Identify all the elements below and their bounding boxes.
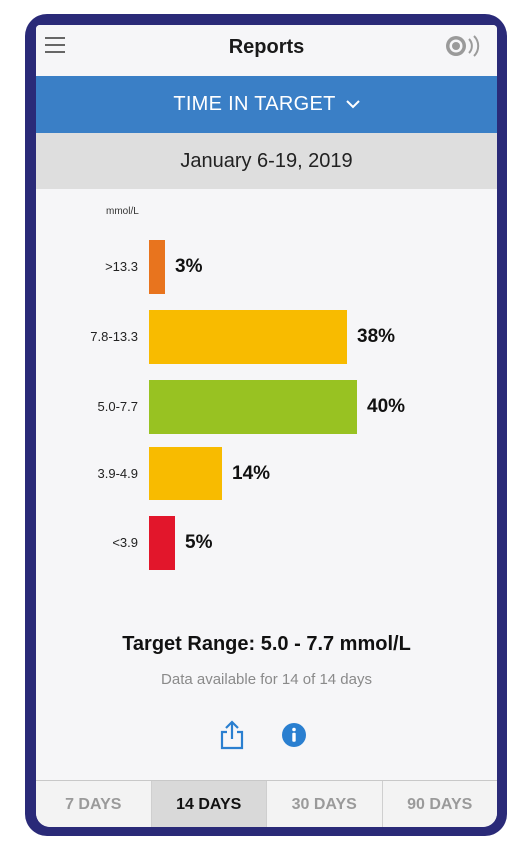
range-label: 3.9-4.9 <box>97 465 138 481</box>
tab-14-days[interactable]: 14 DAYS <box>151 781 267 827</box>
tab-7-days[interactable]: 7 DAYS <box>36 781 152 827</box>
period-tabs: 7 DAYS 14 DAYS 30 DAYS 90 DAYS <box>36 780 497 827</box>
share-icon[interactable] <box>219 720 245 750</box>
page-title: Reports <box>228 36 305 58</box>
range-percent: 5% <box>185 532 213 553</box>
top-bar: Reports <box>36 25 497 76</box>
info-icon[interactable] <box>281 722 307 748</box>
report-type-dropdown[interactable]: TIME IN TARGET <box>36 76 497 133</box>
unit-label: mmol/L <box>106 206 139 217</box>
range-bar <box>149 310 347 364</box>
range-label: 5.0-7.7 <box>97 399 138 414</box>
range-bar <box>149 380 357 434</box>
date-range: January 6-19, 2019 <box>36 133 497 189</box>
range-label: <3.9 <box>112 535 138 550</box>
app-screen: Reports TIME IN TARGET January 6-19, 201… <box>36 25 497 827</box>
range-percent: 3% <box>175 256 203 277</box>
range-bar <box>149 240 165 294</box>
tab-30-days[interactable]: 30 DAYS <box>267 781 383 827</box>
range-label: 7.8-13.3 <box>90 329 138 344</box>
chevron-down-icon <box>345 100 360 109</box>
range-bar <box>149 516 175 570</box>
range-percent: 14% <box>232 462 271 484</box>
range-percent: 38% <box>357 326 396 347</box>
sensor-scan-icon[interactable] <box>444 33 484 59</box>
tab-90-days[interactable]: 90 DAYS <box>407 795 473 813</box>
report-type-label: TIME IN TARGET <box>173 93 336 115</box>
range-percent: 40% <box>367 396 406 417</box>
hamburger-menu-icon[interactable] <box>45 37 65 53</box>
range-label: >13.3 <box>105 259 138 274</box>
range-bar <box>149 447 222 500</box>
data-availability-text: Data available for 14 of 14 days <box>161 671 372 688</box>
target-range-text: Target Range: 5.0 - 7.7 mmol/L <box>122 633 411 655</box>
